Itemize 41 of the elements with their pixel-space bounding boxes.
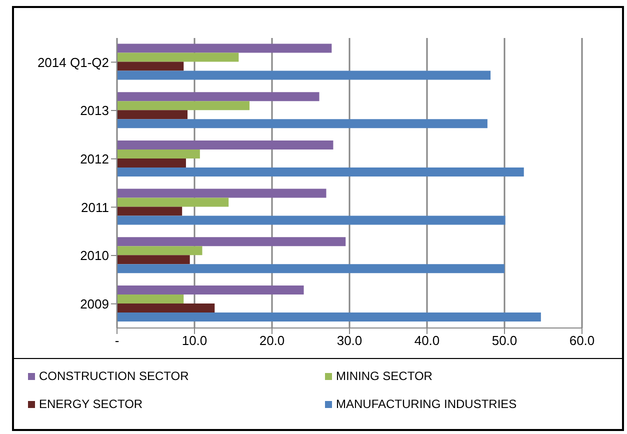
bar [117, 62, 184, 71]
legend-label: MANUFACTURING INDUSTRIES [335, 397, 518, 411]
bar [117, 92, 320, 102]
x-tick-label: 50.0 [492, 333, 518, 348]
bar [117, 44, 332, 53]
bar [117, 101, 250, 110]
x-tick-label: 30.0 [336, 333, 362, 348]
bar [117, 167, 524, 176]
bar [117, 264, 504, 274]
legend-label: CONSTRUCTION SECTOR [38, 369, 190, 383]
bar [117, 237, 346, 246]
bar [117, 140, 334, 150]
y-tick-label: 2009 [80, 296, 109, 312]
bar [117, 52, 239, 62]
y-tick-label: 2013 [80, 103, 109, 118]
x-tick-label: - [114, 333, 120, 348]
bar [117, 303, 215, 312]
bar [117, 110, 188, 120]
bar [117, 206, 182, 216]
y-tick-label: 2010 [80, 248, 109, 264]
bar [117, 255, 190, 264]
bar [117, 119, 488, 128]
x-tick-label: 20.0 [259, 333, 285, 348]
bar [117, 198, 229, 207]
y-tick-label: 2011 [81, 200, 109, 215]
x-tick-label: 40.0 [414, 333, 440, 348]
x-tick-label: 60.0 [569, 333, 595, 348]
bar [117, 312, 541, 322]
bar [117, 216, 506, 225]
bar [117, 294, 184, 304]
bar [117, 149, 200, 158]
legend-label: ENERGY SECTOR [38, 397, 144, 411]
legend-label: MINING SECTOR [335, 369, 434, 383]
bar [117, 246, 202, 256]
bar [117, 70, 491, 80]
x-tick-label: 10.0 [182, 333, 208, 348]
y-tick-label: 2014 Q1-Q2 [37, 54, 109, 70]
y-tick-label: 2012 [80, 151, 109, 166]
bar [117, 158, 186, 168]
bar [117, 285, 304, 294]
bar [117, 188, 326, 198]
